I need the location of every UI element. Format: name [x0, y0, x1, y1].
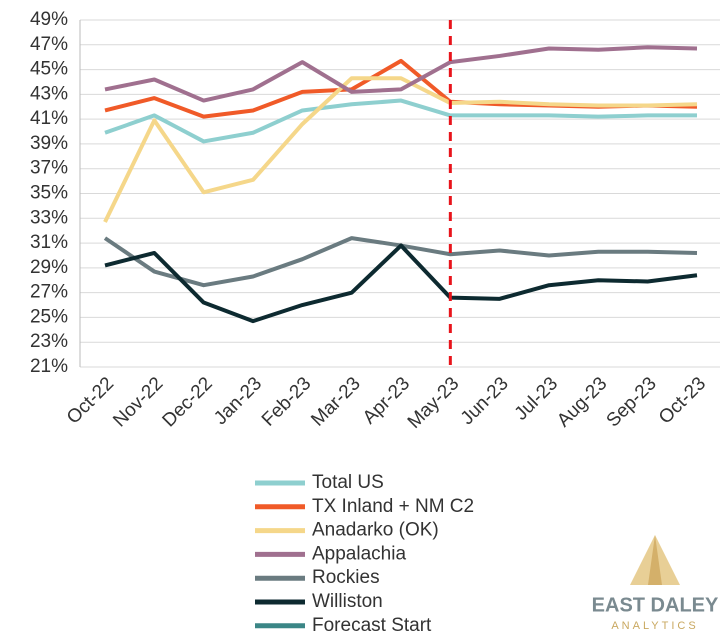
legend-label: Forecast Start — [312, 615, 432, 635]
y-tick-label: 49% — [30, 9, 68, 30]
logo-name: EAST DALEY — [592, 594, 719, 616]
x-tick-label: Mar-23 — [307, 373, 364, 430]
x-tick-label: Jun-23 — [457, 373, 513, 429]
x-tick-label: May-23 — [404, 373, 464, 433]
y-tick-label: 25% — [30, 306, 68, 327]
series-line — [104, 45, 698, 103]
legend-label: TX Inland + NM C2 — [312, 496, 474, 517]
y-tick-label: 41% — [30, 108, 68, 129]
y-tick-label: 33% — [30, 207, 68, 228]
series-line — [103, 76, 698, 223]
x-tick-label: Aug-23 — [553, 373, 611, 431]
y-tick-label: 29% — [30, 257, 68, 278]
y-tick-label: 31% — [30, 232, 68, 253]
x-tick-label: Feb-23 — [258, 373, 315, 430]
y-tick-label: 23% — [30, 331, 68, 352]
y-tick-label: 43% — [30, 83, 68, 104]
legend-label: Appalachia — [312, 543, 406, 564]
y-tick-label: 35% — [30, 183, 68, 204]
legend-label: Total US — [312, 472, 384, 493]
logo-icon — [648, 535, 662, 585]
legend-label: Anadarko (OK) — [312, 520, 439, 541]
x-tick-label: Sep-23 — [603, 373, 661, 431]
series-line — [104, 243, 698, 324]
legend-label: Rockies — [312, 567, 380, 588]
y-tick-label: 27% — [30, 282, 68, 303]
x-tick-label: Dec-22 — [159, 373, 217, 431]
series-line — [104, 98, 697, 144]
x-tick-label: Jan-23 — [210, 373, 266, 429]
y-tick-label: 37% — [30, 158, 68, 179]
legend-label: Williston — [312, 591, 383, 612]
y-tick-label: 39% — [30, 133, 68, 154]
y-tick-label: 21% — [30, 356, 68, 377]
x-tick-label: Oct-23 — [655, 373, 710, 428]
x-tick-label: Oct-22 — [63, 373, 118, 428]
y-tick-label: 45% — [30, 59, 68, 80]
logo: EAST DALEY ANALYTICS — [592, 535, 719, 632]
x-tick-label: Nov-22 — [109, 373, 167, 431]
logo-sub: ANALYTICS — [611, 620, 698, 632]
y-tick-label: 47% — [30, 34, 68, 55]
